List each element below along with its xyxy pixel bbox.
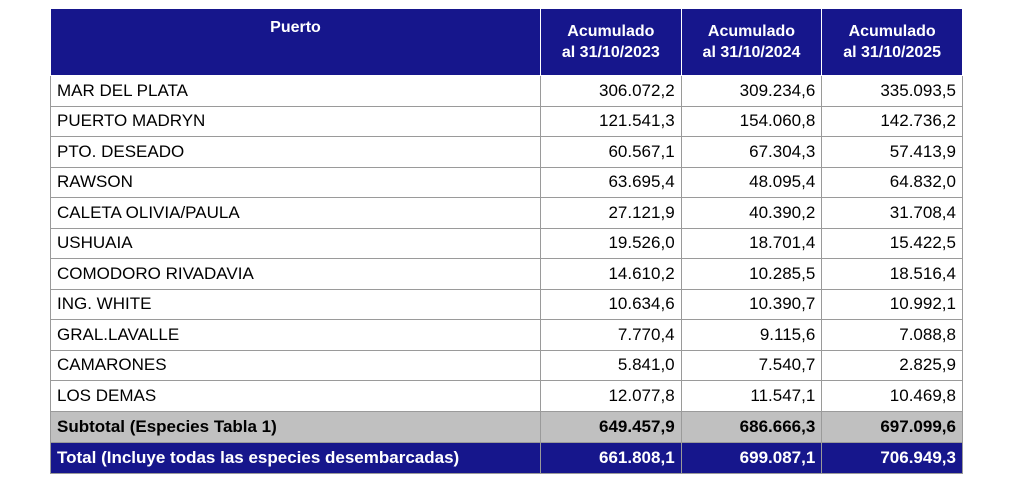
value-cell: 64.832,0 — [821, 166, 963, 198]
header-cell: Acumulado al 31/10/2023 — [540, 8, 682, 76]
value-cell: 10.469,8 — [821, 380, 963, 412]
table-row: CAMARONES 5.841,0 7.540,7 2.825,9 — [50, 349, 963, 381]
value-cell: 15.422,5 — [821, 227, 963, 259]
value-cell: 686.666,3 — [680, 410, 823, 443]
header-text: Acumulado — [567, 23, 655, 40]
value-cell: 649.457,9 — [540, 410, 682, 443]
header-text: Acumulado — [707, 23, 796, 40]
port-cell: CAMARONES — [50, 349, 541, 381]
header-cell: Acumulado al 31/10/2024 — [680, 8, 823, 76]
header-row: Puerto Acumulado al 31/10/2023 Acumulado al … — [50, 8, 963, 76]
port-cell: USHUAIA — [50, 227, 541, 259]
value-cell: 699.087,1 — [680, 441, 823, 474]
table-row: RAWSON 63.695,4 48.095,4 64.832,0 — [50, 166, 963, 198]
table-row: GRAL.LAVALLE 7.770,4 9.115,6 7.088,8 — [50, 319, 963, 351]
value-cell: 12.077,8 — [540, 380, 682, 412]
table-row: PTO. DESEADO 60.567,1 67.304,3 57.413,9 — [50, 136, 963, 168]
header-text: al 31/10/2025 — [843, 44, 942, 61]
value-cell: 142.736,2 — [821, 105, 963, 137]
table-row: PUERTO MADRYN 121.541,3 154.060,8 142.736,2 — [50, 105, 963, 137]
header-text: Acumulado — [848, 23, 936, 40]
value-cell: 121.541,3 — [540, 105, 682, 137]
value-cell: 31.708,4 — [821, 197, 963, 229]
value-cell: 306.072,2 — [540, 75, 682, 107]
port-cell: CALETA OLIVIA/PAULA — [50, 197, 541, 229]
value-cell: 27.121,9 — [540, 197, 682, 229]
port-cell: COMODORO RIVADAVIA — [50, 258, 541, 290]
value-cell: 5.841,0 — [540, 349, 682, 381]
value-cell: 10.634,6 — [540, 288, 682, 320]
value-cell: 10.992,1 — [821, 288, 963, 320]
table-row: MAR DEL PLATA 306.072,2 309.234,6 335.093,5 — [50, 75, 963, 107]
value-cell: 11.547,1 — [680, 380, 823, 412]
value-cell: 7.088,8 — [821, 319, 963, 351]
value-cell: 18.516,4 — [821, 258, 963, 290]
header-text: Puerto — [270, 19, 321, 36]
header-text: al 31/10/2023 — [561, 44, 660, 61]
value-cell: 40.390,2 — [680, 197, 823, 229]
port-cell: LOS DEMAS — [50, 380, 541, 412]
value-cell: 19.526,0 — [540, 227, 682, 259]
value-cell: 706.949,3 — [821, 441, 963, 474]
port-cell: Subtotal (Especies Tabla 1) — [50, 410, 541, 443]
value-cell: 67.304,3 — [680, 136, 823, 168]
port-cell: MAR DEL PLATA — [50, 75, 541, 107]
table-row: LOS DEMAS 12.077,8 11.547,1 10.469,8 — [50, 380, 963, 412]
port-cell: PUERTO MADRYN — [50, 105, 541, 137]
value-cell: 7.770,4 — [540, 319, 682, 351]
value-cell: 60.567,1 — [540, 136, 682, 168]
value-cell: 14.610,2 — [540, 258, 682, 290]
table-row: ING. WHITE 10.634,6 10.390,7 10.992,1 — [50, 288, 963, 320]
table-row: USHUAIA 19.526,0 18.701,4 15.422,5 — [50, 227, 963, 259]
header-cell: Acumulado al 31/10/2025 — [821, 8, 963, 76]
port-cell: PTO. DESEADO — [50, 136, 541, 168]
value-cell: 48.095,4 — [680, 166, 823, 198]
value-cell: 154.060,8 — [680, 105, 823, 137]
header-cell: Puerto — [50, 8, 541, 76]
port-cell: Total (Incluye todas las especies desemb… — [50, 441, 541, 474]
value-cell: 18.701,4 — [680, 227, 823, 259]
port-cell: ING. WHITE — [50, 288, 541, 320]
table-body: MAR DEL PLATA 306.072,2 309.234,6 335.093,5… — [50, 75, 963, 474]
value-cell: 7.540,7 — [680, 349, 823, 381]
value-cell: 335.093,5 — [821, 75, 963, 107]
subtotal-row: Subtotal (Especies Tabla 1) 649.457,9 686.… — [50, 410, 963, 443]
value-cell: 10.285,5 — [680, 258, 823, 290]
value-cell: 9.115,6 — [680, 319, 823, 351]
port-cell: RAWSON — [50, 166, 541, 198]
header-text: al 31/10/2024 — [702, 44, 801, 61]
table-row: CALETA OLIVIA/PAULA 27.121,9 40.390,2 31.70… — [50, 197, 963, 229]
value-cell: 10.390,7 — [680, 288, 823, 320]
value-cell: 2.825,9 — [821, 349, 963, 381]
total-row: Total (Incluye todas las especies desemb… — [50, 441, 963, 474]
value-cell: 63.695,4 — [540, 166, 682, 198]
value-cell: 309.234,6 — [680, 75, 823, 107]
port-table: Puerto Acumulado al 31/10/2023 Acumulado al … — [50, 8, 963, 474]
value-cell: 697.099,6 — [821, 410, 963, 443]
port-cell: GRAL.LAVALLE — [50, 319, 541, 351]
table-row: COMODORO RIVADAVIA 14.610,2 10.285,5 18.516… — [50, 258, 963, 290]
table-header: Puerto Acumulado al 31/10/2023 Acumulado al … — [50, 8, 963, 76]
value-cell: 57.413,9 — [821, 136, 963, 168]
value-cell: 661.808,1 — [540, 441, 682, 474]
